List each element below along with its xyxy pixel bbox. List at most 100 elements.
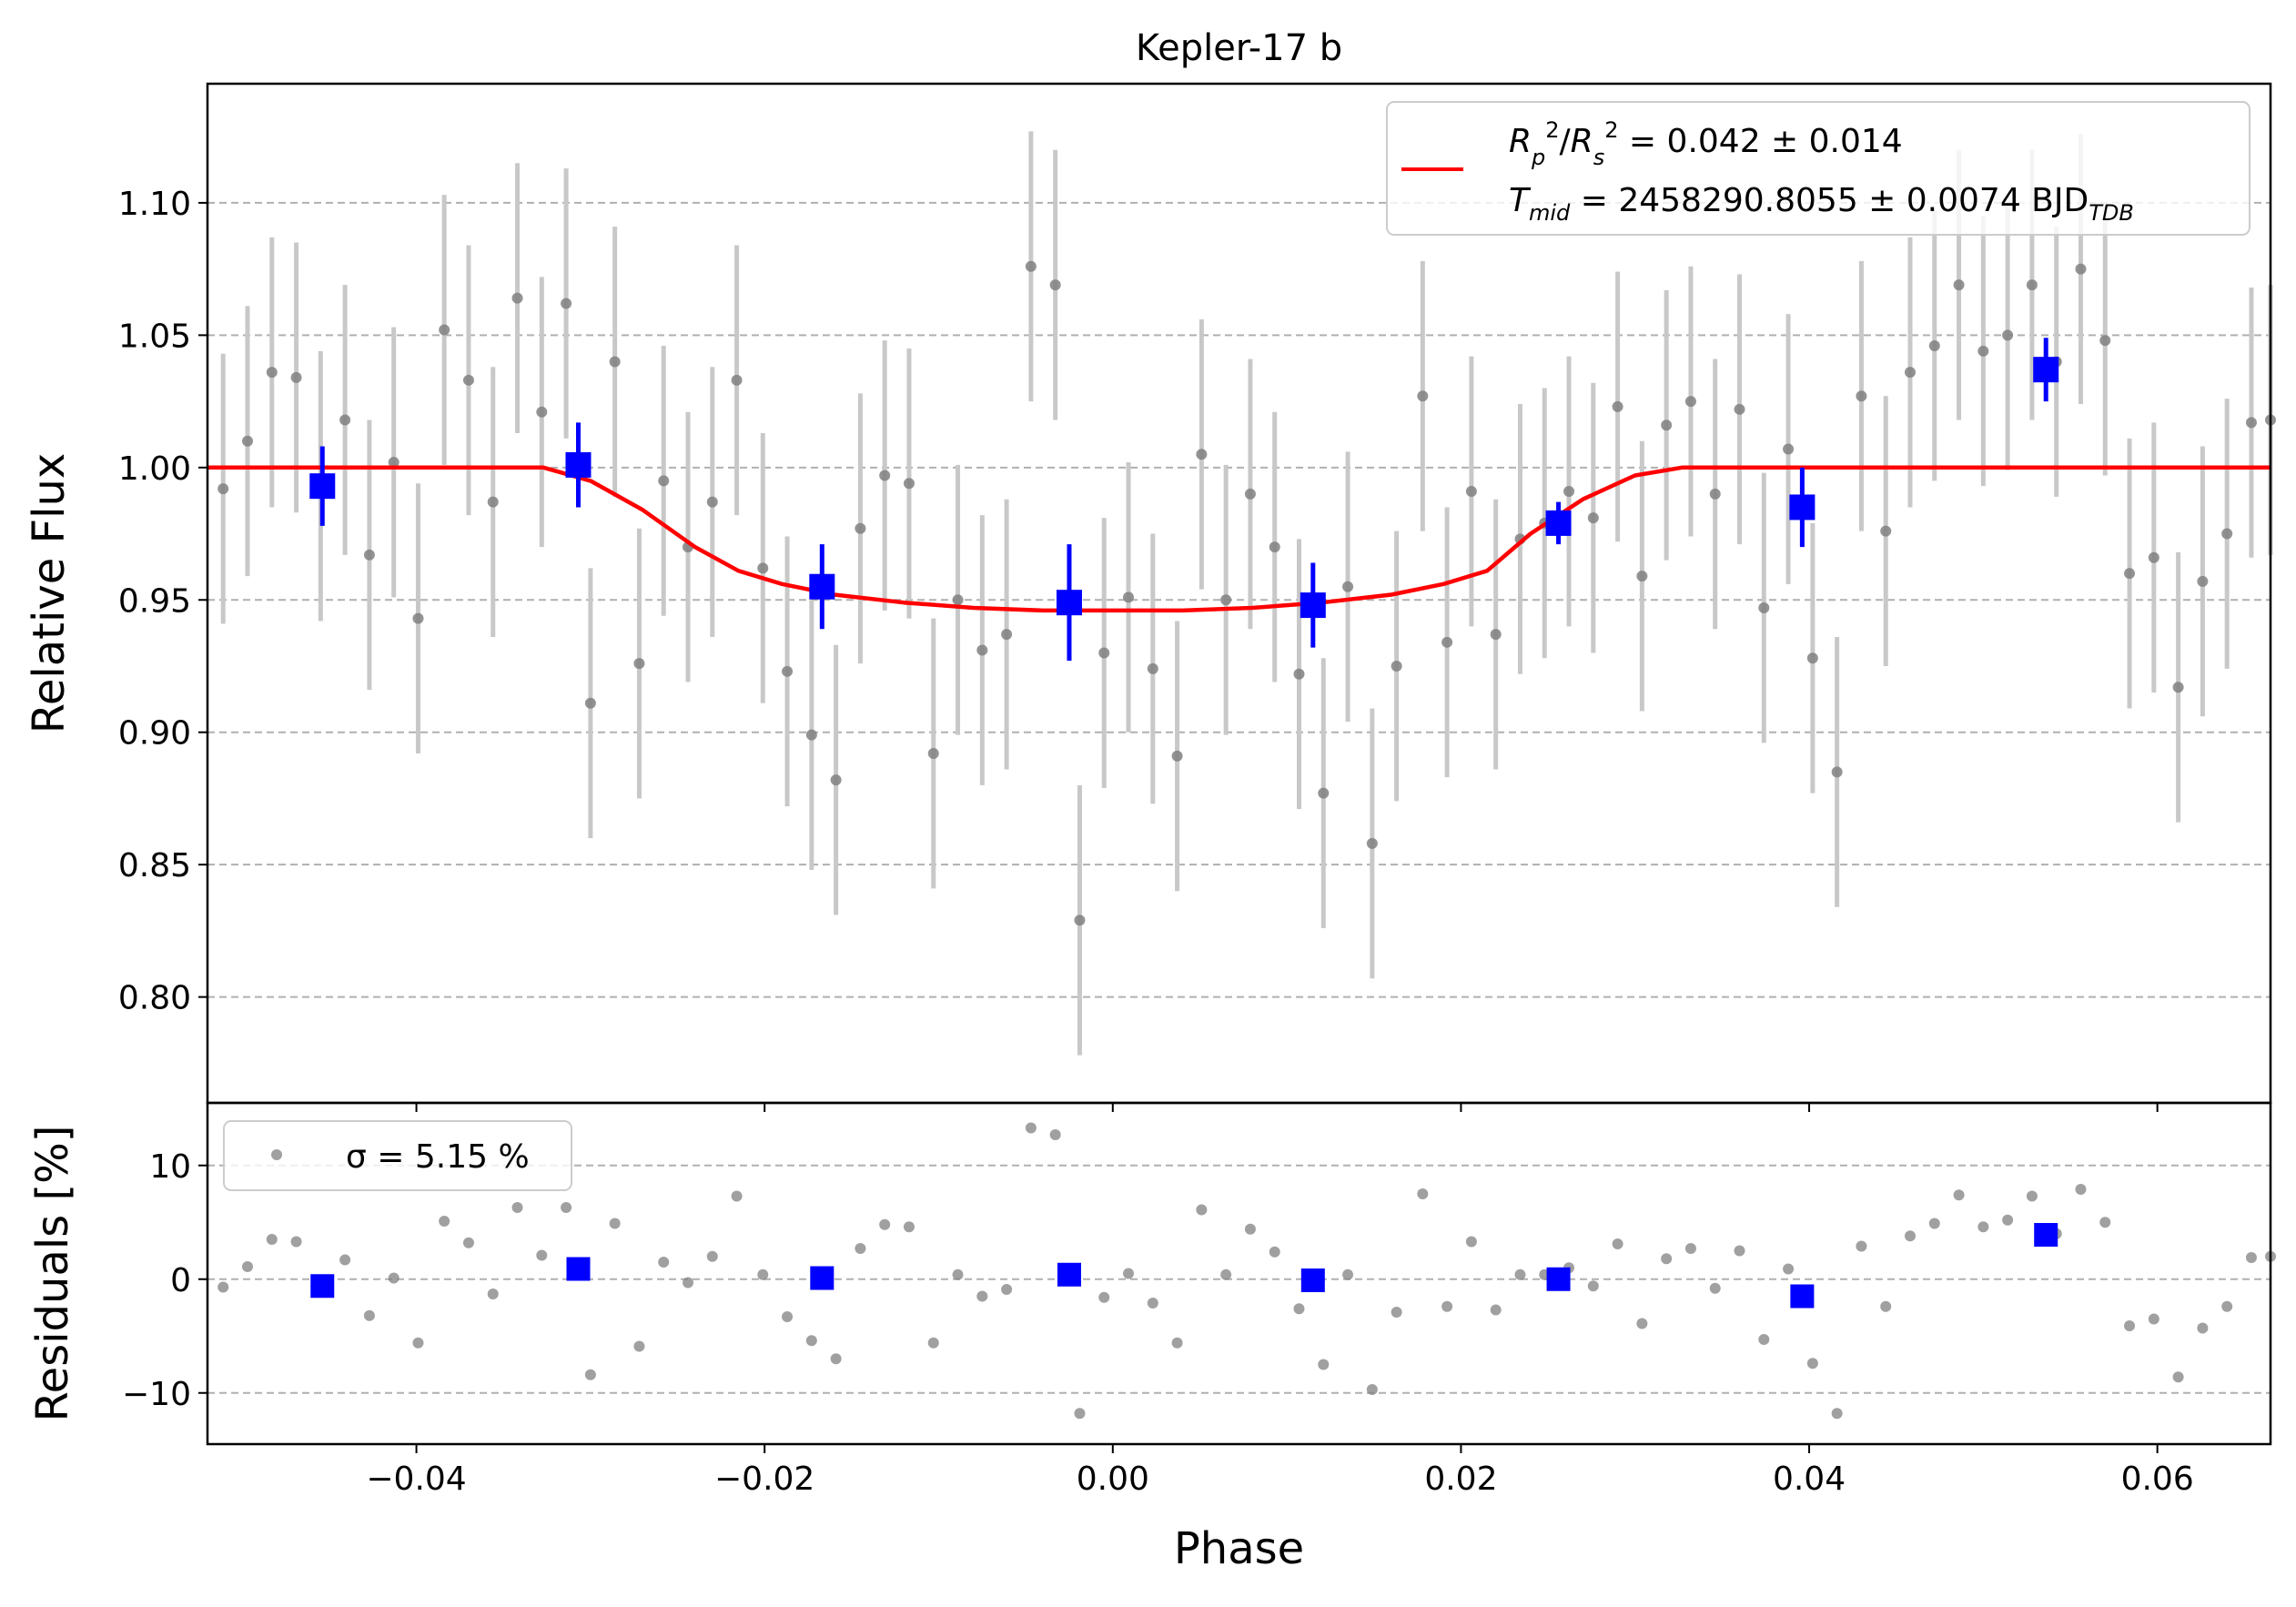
legend-sigma-entry: σ = 5.15 % bbox=[346, 1138, 530, 1176]
residual-point bbox=[976, 1290, 988, 1302]
raw-point bbox=[976, 644, 988, 656]
residual-point bbox=[1977, 1221, 1989, 1233]
raw-point bbox=[1098, 647, 1110, 659]
raw-point bbox=[805, 729, 817, 741]
raw-point bbox=[1465, 486, 1477, 497]
raw-point bbox=[1684, 396, 1696, 408]
raw-point bbox=[1490, 629, 1502, 641]
bottom-y-tick-label: 0 bbox=[170, 1262, 191, 1299]
residual-point bbox=[633, 1340, 645, 1352]
residual-point bbox=[1709, 1282, 1721, 1294]
residual-point bbox=[1514, 1268, 1526, 1280]
residual-point bbox=[266, 1234, 278, 1245]
raw-point bbox=[1001, 629, 1013, 641]
residual-point bbox=[731, 1190, 743, 1202]
binned-residual-point bbox=[1057, 1262, 1081, 1287]
light-curve-panel: 0.80 0.85 0.90 0.95 1.00 1.05 1.10 Kepler-17 b… bbox=[24, 27, 2276, 1112]
residual-point bbox=[683, 1277, 694, 1289]
residual-point bbox=[1441, 1300, 1453, 1312]
raw-point bbox=[2197, 575, 2209, 587]
raw-point bbox=[952, 594, 964, 606]
raw-point bbox=[731, 374, 743, 386]
raw-point bbox=[1880, 525, 1892, 537]
bottom-legend-box bbox=[223, 1120, 572, 1191]
residual-point bbox=[439, 1216, 450, 1227]
raw-point bbox=[1636, 571, 1648, 582]
residual-point bbox=[1953, 1189, 1965, 1201]
raw-point bbox=[855, 522, 866, 534]
residual-point bbox=[1074, 1408, 1086, 1420]
top-binned-points bbox=[309, 338, 2059, 662]
x-tick-label: −0.02 bbox=[714, 1460, 814, 1498]
binned-point bbox=[1545, 510, 1572, 536]
residual-point bbox=[2245, 1252, 2257, 1263]
top-y-tick-label: 1.00 bbox=[118, 450, 191, 488]
bottom-y-tick-label: 10 bbox=[149, 1148, 191, 1186]
binned-point bbox=[1300, 592, 1326, 619]
residual-point bbox=[782, 1311, 794, 1322]
raw-point bbox=[1025, 260, 1037, 272]
raw-point bbox=[1612, 400, 1623, 412]
binned-point bbox=[565, 451, 592, 478]
raw-point bbox=[706, 496, 718, 508]
residual-point bbox=[242, 1261, 254, 1272]
top-y-tick-label: 0.85 bbox=[118, 847, 191, 884]
residual-point bbox=[1220, 1268, 1232, 1280]
bottom-y-ticks: −10 0 10 bbox=[122, 1148, 207, 1413]
bottom-legend: σ = 5.15 % bbox=[223, 1120, 572, 1191]
raw-point bbox=[1953, 279, 1965, 291]
bottom-x-ticks: −0.04 −0.02 0.00 0.02 0.04 0.06 bbox=[366, 1444, 2194, 1498]
residual-point bbox=[1612, 1238, 1623, 1249]
raw-point bbox=[1147, 662, 1158, 674]
residual-point bbox=[1098, 1291, 1110, 1303]
residual-point bbox=[1342, 1268, 1354, 1280]
raw-point bbox=[1391, 661, 1402, 672]
top-legend: Rp2/Rs2 = 0.042 ± 0.014 Tmid = 2458290.8… bbox=[1386, 101, 2250, 236]
residual-point bbox=[217, 1281, 229, 1293]
residual-point bbox=[290, 1236, 302, 1248]
residual-point bbox=[1490, 1304, 1502, 1316]
binned-residual-point bbox=[1790, 1284, 1815, 1309]
residual-point bbox=[1025, 1122, 1037, 1134]
binned-point bbox=[2033, 357, 2059, 383]
chart-title: Kepler-17 b bbox=[1136, 27, 1342, 69]
residual-point bbox=[1904, 1230, 1916, 1242]
raw-point bbox=[1220, 594, 1232, 606]
raw-point bbox=[1074, 915, 1086, 926]
raw-point bbox=[363, 549, 375, 561]
binned-residual-point bbox=[2034, 1223, 2058, 1247]
residual-point bbox=[2075, 1184, 2087, 1195]
binned-residual-point bbox=[566, 1257, 591, 1281]
residual-point bbox=[903, 1221, 915, 1233]
top-gridlines bbox=[207, 201, 2271, 998]
residual-point bbox=[363, 1309, 375, 1321]
x-tick-label: 0.02 bbox=[1424, 1460, 1497, 1498]
residual-point bbox=[1171, 1337, 1183, 1349]
raw-point bbox=[412, 612, 424, 624]
raw-point bbox=[2245, 417, 2257, 429]
residual-point bbox=[1049, 1129, 1061, 1140]
legend-point-sample bbox=[271, 1149, 282, 1160]
residual-point bbox=[706, 1250, 718, 1262]
binned-residual-point bbox=[810, 1266, 834, 1290]
raw-point bbox=[903, 478, 915, 490]
raw-point bbox=[2221, 528, 2233, 540]
binned-point bbox=[309, 473, 336, 500]
residual-point bbox=[1880, 1300, 1892, 1312]
residual-point bbox=[1147, 1298, 1158, 1309]
raw-point bbox=[2124, 568, 2136, 580]
residual-point bbox=[1684, 1243, 1696, 1254]
residual-point bbox=[2172, 1371, 2184, 1383]
raw-point bbox=[1293, 668, 1305, 680]
raw-point bbox=[487, 496, 499, 508]
legend-radius-ratio-entry: Rp2/Rs2 = 0.042 ± 0.014 bbox=[1509, 117, 1903, 170]
residual-point bbox=[1244, 1223, 1256, 1235]
residual-point bbox=[462, 1237, 474, 1248]
residual-point bbox=[584, 1369, 596, 1380]
raw-point bbox=[609, 356, 621, 368]
residual-point bbox=[1831, 1408, 1843, 1420]
top-y-tick-label: 0.90 bbox=[118, 715, 191, 753]
residual-point bbox=[658, 1257, 670, 1268]
